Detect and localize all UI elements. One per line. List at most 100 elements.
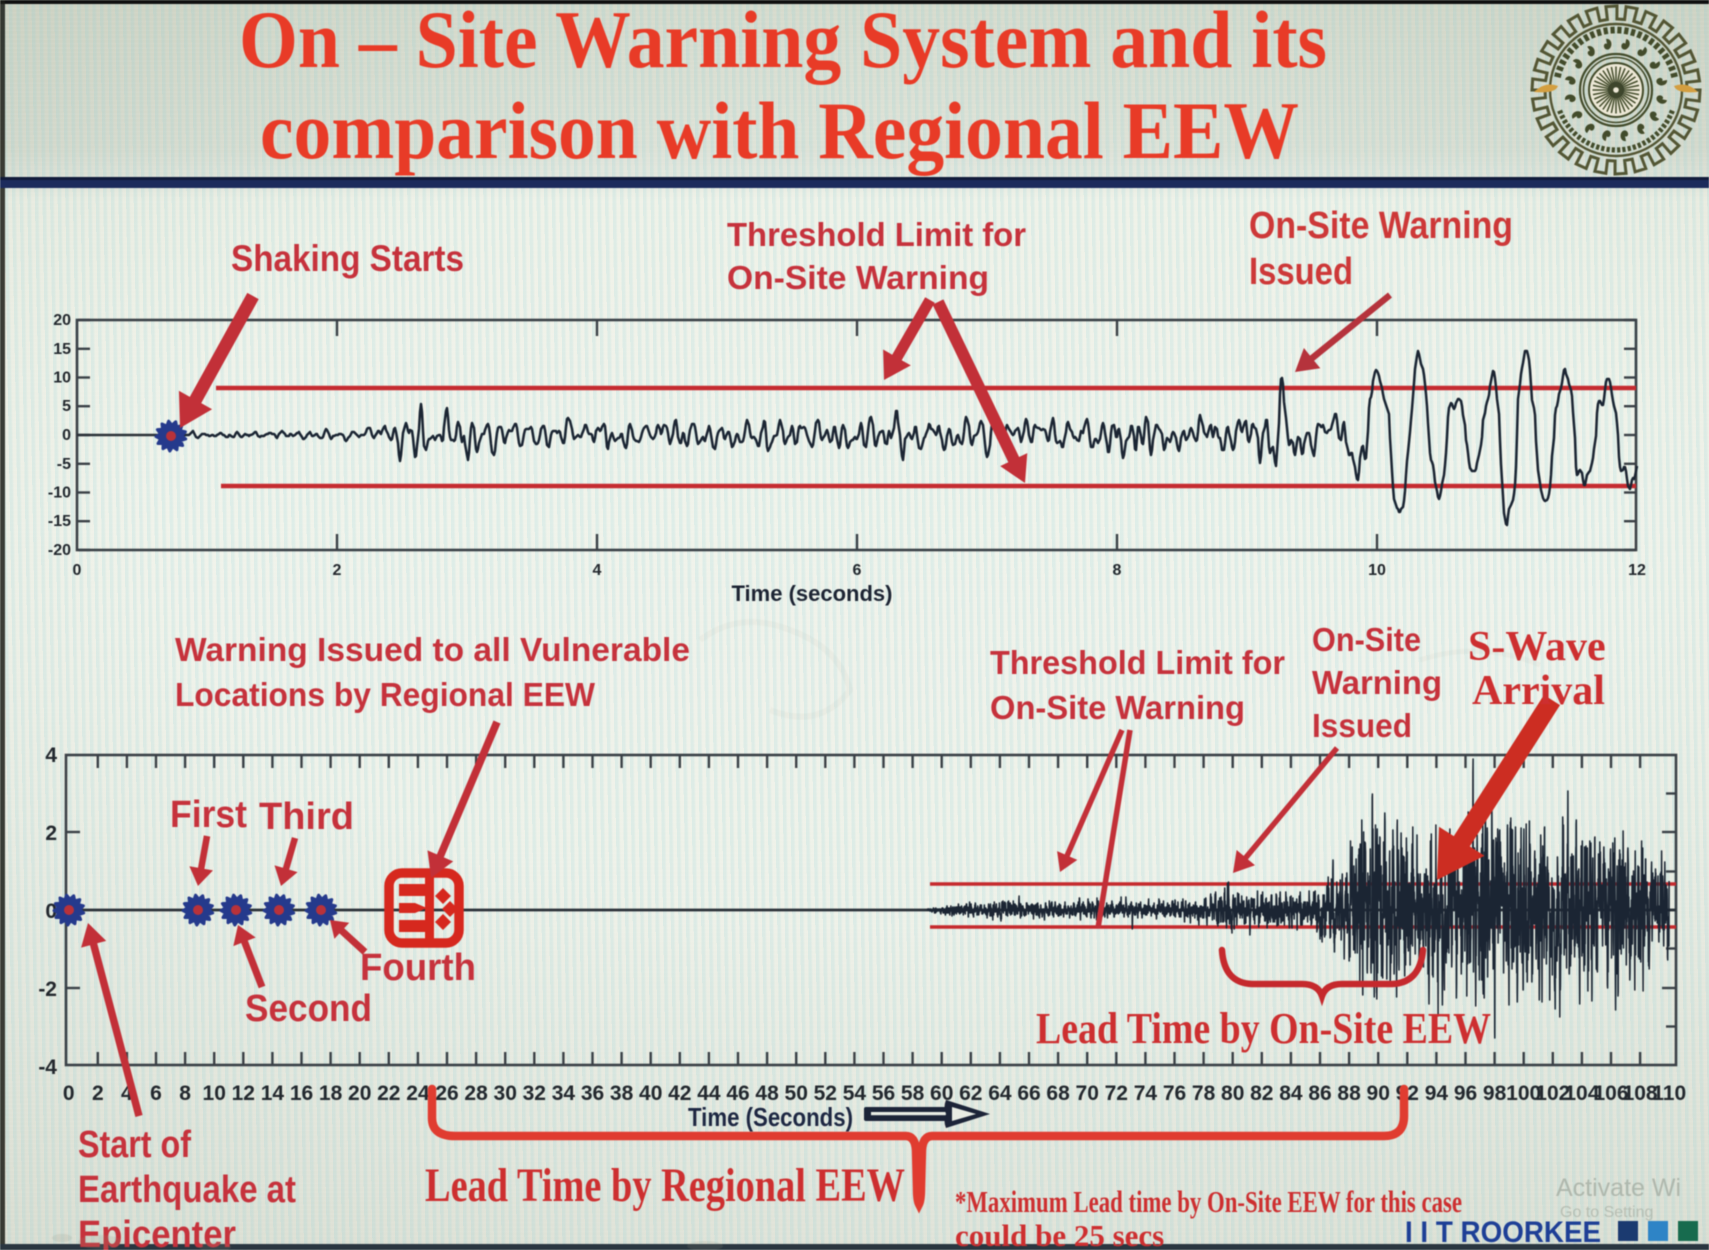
svg-text:34: 34 [552,1082,576,1105]
svg-text:8: 8 [1113,562,1122,579]
svg-text:0: 0 [62,427,71,444]
svg-text:12: 12 [232,1082,255,1105]
svg-text:78: 78 [1192,1082,1216,1105]
svg-text:28: 28 [464,1082,488,1105]
svg-text:26: 26 [435,1082,458,1105]
svg-text:-10: -10 [48,485,71,502]
svg-text:4: 4 [593,562,602,579]
svg-text:Time (Seconds): Time (Seconds) [688,1102,853,1132]
svg-text:54: 54 [843,1082,867,1105]
svg-text:18: 18 [319,1082,343,1105]
svg-text:Threshold Limit for: Threshold Limit for [990,644,1285,681]
svg-text:Second: Second [245,988,372,1030]
svg-text:Third: Third [259,796,354,838]
svg-text:5: 5 [62,398,71,415]
svg-text:Lead Time by On-Site EEW: Lead Time by On-Site EEW [1036,1004,1491,1053]
svg-text:Issued: Issued [1249,251,1353,293]
svg-text:4: 4 [45,744,57,767]
svg-text:Issued: Issued [1312,707,1412,744]
svg-text:68: 68 [1046,1082,1070,1105]
svg-text:6: 6 [853,562,862,579]
svg-text:74: 74 [1134,1082,1158,1105]
svg-text:84: 84 [1279,1082,1303,1105]
svg-text:14: 14 [261,1082,285,1105]
svg-text:98: 98 [1483,1082,1507,1105]
svg-text:0: 0 [73,562,82,579]
svg-text:-20: -20 [48,542,71,559]
svg-text:24: 24 [406,1082,430,1105]
svg-text:12: 12 [1628,562,1646,579]
svg-text:-4: -4 [38,1056,57,1079]
svg-text:10: 10 [203,1082,226,1105]
svg-text:110: 110 [1652,1082,1686,1105]
svg-text:Locations by Regional EEW: Locations by Regional EEW [175,676,596,713]
svg-text:comparison with Regional EEW: comparison with Regional EEW [260,85,1299,176]
svg-text:64: 64 [988,1082,1012,1105]
svg-text:-15: -15 [48,513,71,530]
svg-text:90: 90 [1367,1082,1390,1105]
svg-text:20: 20 [348,1082,371,1105]
svg-text:66: 66 [1017,1082,1040,1105]
svg-text:10: 10 [1368,562,1386,579]
svg-text:10: 10 [53,370,71,387]
svg-text:82: 82 [1250,1082,1273,1105]
svg-text:58: 58 [901,1082,925,1105]
svg-text:96: 96 [1454,1082,1477,1105]
svg-text:On-Site Warning: On-Site Warning [990,689,1245,726]
svg-text:104: 104 [1564,1082,1599,1105]
svg-text:Lead Time by Regional EEW: Lead Time by Regional EEW [425,1159,905,1212]
svg-text:48: 48 [755,1082,779,1105]
svg-text:106: 106 [1593,1082,1628,1105]
svg-text:52: 52 [814,1082,837,1105]
svg-text:88: 88 [1337,1082,1361,1105]
svg-text:Go to Setting: Go to Setting [1560,1204,1653,1221]
svg-text:Time (seconds): Time (seconds) [732,581,893,606]
svg-text:32: 32 [523,1082,546,1105]
svg-text:8: 8 [179,1082,191,1105]
svg-text:On-Site: On-Site [1312,621,1421,658]
svg-text:*Maximum Lead time by On-Site: *Maximum Lead time by On-Site EEW for th… [955,1184,1462,1219]
svg-text:Threshold Limit for: Threshold Limit for [727,216,1026,253]
svg-text:On-Site Warning: On-Site Warning [1249,205,1513,247]
svg-text:62: 62 [959,1082,982,1105]
svg-text:could be 25 secs: could be 25 secs [955,1218,1164,1250]
svg-text:2: 2 [92,1082,104,1105]
svg-text:76: 76 [1163,1082,1186,1105]
svg-text:20: 20 [53,312,71,329]
svg-text:72: 72 [1105,1082,1128,1105]
svg-text:30: 30 [494,1082,517,1105]
svg-text:46: 46 [726,1082,749,1105]
svg-text:Warning Issued to all Vulnerab: Warning Issued to all Vulnerable [175,631,690,668]
svg-text:94: 94 [1425,1082,1449,1105]
svg-text:6: 6 [150,1082,162,1105]
svg-text:15: 15 [53,341,71,358]
svg-text:On – Site Warning System and i: On – Site Warning System and its [239,0,1327,85]
svg-text:Earthquake at: Earthquake at [78,1169,296,1211]
svg-text:Warning: Warning [1312,664,1442,701]
svg-text:S-Wave: S-Wave [1468,624,1606,670]
svg-text:0: 0 [45,900,57,923]
svg-text:38: 38 [610,1082,634,1105]
svg-text:22: 22 [377,1082,400,1105]
svg-text:80: 80 [1221,1082,1244,1105]
svg-text:Shaking Starts: Shaking Starts [231,238,464,279]
svg-text:Epicenter: Epicenter [78,1214,236,1250]
svg-text:86: 86 [1308,1082,1331,1105]
svg-text:I I T ROORKEE: I I T ROORKEE [1405,1216,1601,1249]
svg-text:2: 2 [333,562,342,579]
svg-text:First: First [170,794,247,836]
svg-text:On-Site Warning: On-Site Warning [727,259,989,296]
svg-text:2: 2 [45,822,57,845]
svg-text:108: 108 [1623,1082,1658,1105]
svg-text:Fourth: Fourth [360,947,476,989]
svg-text:56: 56 [872,1082,895,1105]
svg-text:70: 70 [1076,1082,1099,1105]
svg-text:102: 102 [1535,1082,1570,1105]
svg-text:50: 50 [785,1082,808,1105]
svg-text:0: 0 [63,1082,75,1105]
svg-text:-5: -5 [57,456,71,473]
svg-text:Start of: Start of [78,1124,191,1166]
svg-text:-2: -2 [38,978,57,1001]
svg-text:16: 16 [290,1082,313,1105]
svg-text:36: 36 [581,1082,604,1105]
